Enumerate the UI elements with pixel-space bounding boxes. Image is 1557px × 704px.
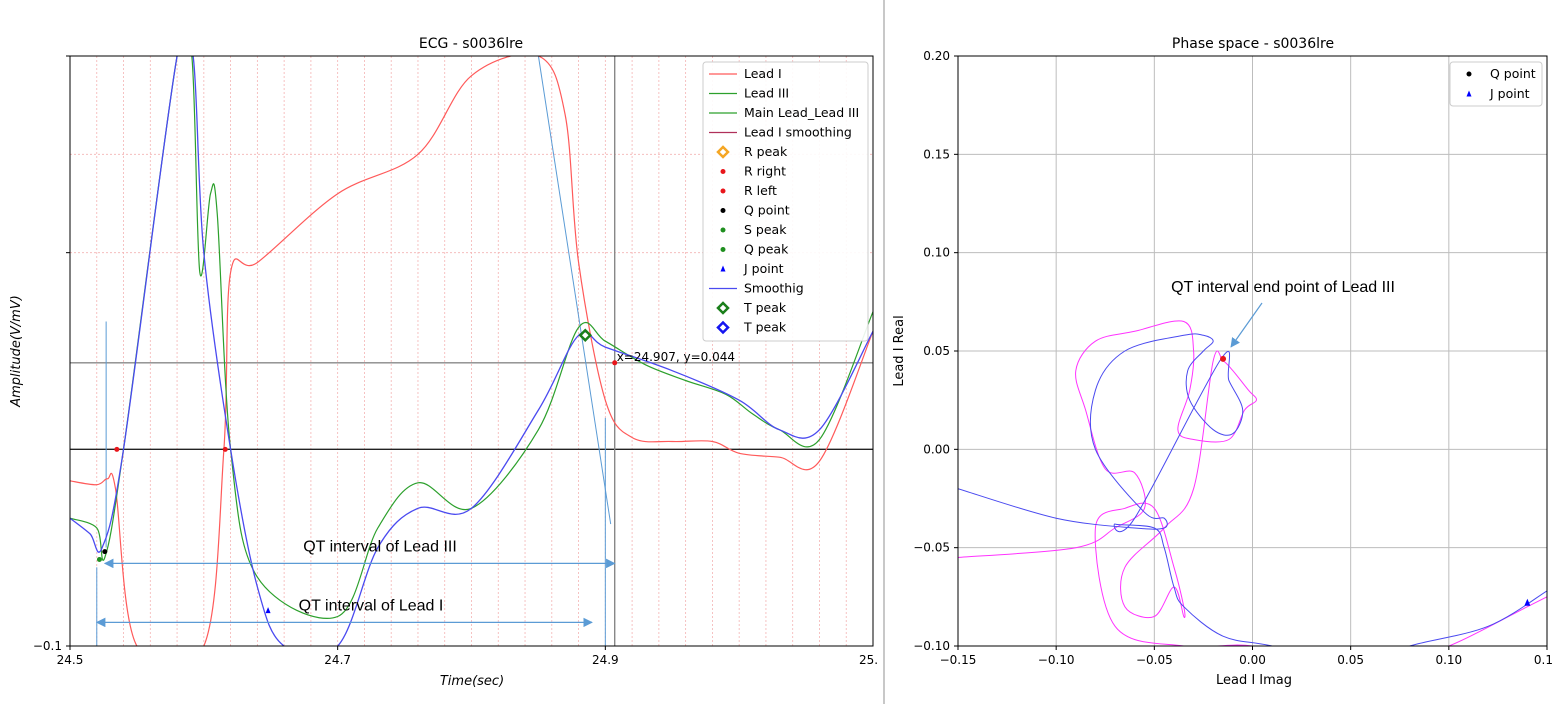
ecg-legend-label: Lead I bbox=[744, 66, 782, 81]
ecg-marker-q-peak bbox=[96, 556, 102, 562]
ecg-xtick-label: 25. bbox=[859, 653, 878, 667]
ecg-legend-swatch bbox=[716, 145, 730, 159]
phase-xtick-label: 0.1 bbox=[1534, 653, 1553, 667]
ecg-xtick-label: 24.5 bbox=[57, 653, 84, 667]
phase-xtick-label: −0.15 bbox=[940, 653, 977, 667]
ecg-legend-swatch bbox=[720, 169, 726, 174]
phase-xtick-label: 0.05 bbox=[1337, 653, 1364, 667]
ecg-marker-q-point bbox=[102, 549, 108, 555]
ecg-legend-label: Q point bbox=[744, 203, 790, 218]
ecg-markers: x=24.907, y=0.044 bbox=[96, 328, 735, 614]
phase-ytick-label: −0.10 bbox=[913, 639, 950, 653]
phase-title: Phase space - s0036lre bbox=[1172, 36, 1334, 52]
phase-markers bbox=[1220, 355, 1531, 606]
ecg-legend-label: Q peak bbox=[744, 242, 789, 257]
ecg-legend-label: Main Lead_Lead III bbox=[744, 105, 859, 120]
phase-xtick-label: −0.05 bbox=[1136, 653, 1173, 667]
phase-series-line bbox=[958, 320, 1547, 646]
phase-ylabel: Lead I Real bbox=[892, 315, 907, 386]
phase-qt-end-label: QT interval end point of Lead III bbox=[1171, 279, 1395, 296]
ecg-tangent-line bbox=[537, 55, 612, 525]
phase-chart: Phase space - s0036lre −0.15 −0.10 −0.05 0.… bbox=[892, 36, 1553, 688]
ecg-marker-r-right bbox=[612, 360, 618, 366]
ecg-ticks: 24.5 24.7 24.9 25. −0.1 bbox=[33, 639, 878, 667]
ecg-xlabel: Time(sec) bbox=[440, 674, 504, 689]
phase-legend-swatch bbox=[1466, 71, 1472, 77]
phase-marker-j-point bbox=[1524, 598, 1531, 606]
ecg-marker-r-left bbox=[222, 446, 228, 452]
phase-ytick-label: −0.05 bbox=[913, 541, 950, 555]
ecg-legend-swatch bbox=[716, 320, 730, 335]
phase-xtick-label: −0.10 bbox=[1038, 653, 1075, 667]
ecg-legend-label: T peak bbox=[743, 320, 787, 335]
phase-legend-swatch bbox=[1466, 90, 1472, 97]
ecg-annotations: QT interval of Lead III QT interval of Le… bbox=[95, 538, 616, 628]
phase-legend-label: J point bbox=[1489, 86, 1530, 101]
ecg-title: ECG - s0036lre bbox=[419, 36, 523, 52]
phase-ytick-label: 0.00 bbox=[923, 442, 950, 456]
phase-series-line bbox=[958, 333, 1547, 646]
ecg-series-line bbox=[70, 56, 873, 646]
phase-ytick-label: 0.20 bbox=[923, 49, 950, 63]
ecg-legend-box bbox=[702, 61, 869, 342]
ecg-marker-t-peak bbox=[578, 328, 593, 343]
ecg-chart: ECG - s0036lre x=24.907, y=0.044 24.5 24.… bbox=[9, 36, 878, 689]
phase-legend-box bbox=[1449, 61, 1543, 107]
phase-legend: Q point J point bbox=[1449, 61, 1543, 107]
ecg-legend-label: R left bbox=[744, 183, 777, 198]
ecg-guides bbox=[70, 55, 873, 646]
ecg-legend-label: R right bbox=[744, 164, 786, 179]
ecg-plot-frame bbox=[69, 55, 874, 647]
ecg-ytick-label: −0.1 bbox=[33, 639, 62, 653]
ecg-ylabel: Amplitude(V/mV) bbox=[9, 295, 24, 408]
ecg-legend-label: R peak bbox=[744, 144, 788, 159]
ecg-legend-label: T peak bbox=[743, 300, 787, 315]
ecg-legend-label: J point bbox=[743, 261, 784, 276]
ecg-cursor-readout: x=24.907, y=0.044 bbox=[617, 350, 735, 364]
ecg-qt-label: QT interval of Lead I bbox=[299, 597, 444, 614]
ecg-legend-label: S peak bbox=[744, 222, 787, 237]
phase-ytick-label: 0.15 bbox=[923, 147, 950, 161]
ecg-legend-label: Lead I smoothing bbox=[744, 125, 852, 140]
ecg-legend-swatch bbox=[716, 301, 730, 315]
phase-qt-end-arrow bbox=[1230, 302, 1263, 348]
ecg-legend-swatch bbox=[720, 188, 726, 194]
ecg-legend: Lead I Lead III Main Lead_Lead III Lead I s… bbox=[702, 61, 869, 342]
ecg-legend-swatch bbox=[720, 247, 726, 252]
ecg-legend-swatch bbox=[720, 208, 726, 213]
phase-marker-qt-end bbox=[1220, 355, 1227, 362]
ecg-xtick-label: 24.7 bbox=[324, 653, 351, 667]
ecg-legend-label: Lead III bbox=[744, 86, 789, 101]
phase-ticks: −0.15 −0.10 −0.05 0.00 0.05 0.10 0.1−0.10−0.05… bbox=[913, 49, 1553, 667]
phase-legend-label: Q point bbox=[1490, 66, 1536, 81]
phase-ytick-label: 0.10 bbox=[923, 246, 950, 260]
ecg-legend-label: Smoothig bbox=[744, 281, 804, 296]
ecg-marker-r-right bbox=[114, 446, 120, 452]
ecg-marker-j-point bbox=[265, 607, 271, 614]
phase-annotations: QT interval end point of Lead III bbox=[1171, 279, 1395, 348]
phase-ytick-label: 0.05 bbox=[923, 344, 950, 358]
phase-xtick-label: 0.00 bbox=[1239, 653, 1266, 667]
ecg-legend-swatch bbox=[720, 227, 726, 233]
ecg-qt-label: QT interval of Lead III bbox=[303, 538, 457, 555]
ecg-legend-swatch bbox=[720, 265, 726, 272]
phase-xlabel: Lead I Imag bbox=[1216, 673, 1292, 688]
phase-xtick-label: 0.10 bbox=[1435, 653, 1462, 667]
ecg-xtick-label: 24.9 bbox=[592, 653, 619, 667]
phase-series bbox=[958, 320, 1547, 646]
phase-grid bbox=[957, 55, 1548, 647]
